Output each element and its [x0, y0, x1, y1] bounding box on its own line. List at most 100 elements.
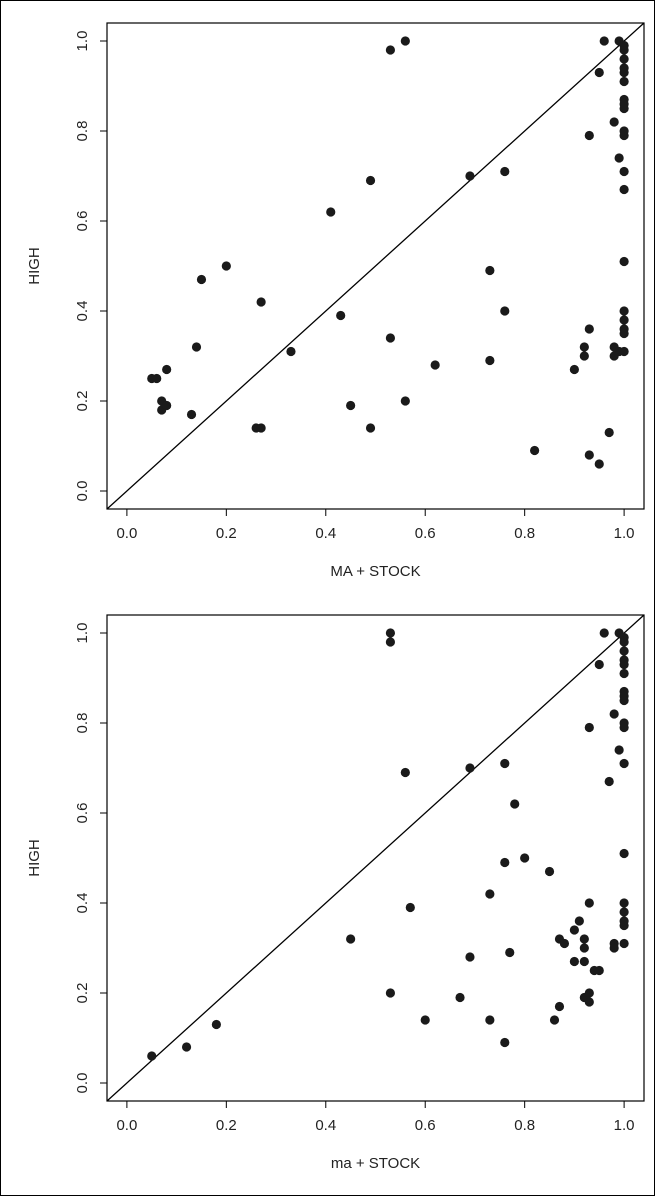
data-point — [604, 427, 614, 438]
chart-panel-2: 0.0 0.2 0.4 0.6 0.8 1.0 0.0 0.2 0.4 0.6 0.8 1.0 ma +… — [26, 614, 645, 1172]
data-point — [191, 342, 202, 352]
data-point — [594, 67, 604, 78]
data-point — [346, 400, 356, 411]
data-point — [430, 360, 440, 370]
x-tick-label: 0.0 — [116, 525, 137, 542]
y-tick-label: 0.4 — [74, 893, 91, 914]
reference-line — [106, 22, 645, 510]
y-tick-label: 0.0 — [74, 1073, 91, 1094]
data-point — [594, 659, 604, 670]
data-point — [579, 956, 589, 967]
data-point — [485, 265, 495, 276]
y-tick-label: 0.2 — [74, 983, 91, 1004]
data-point — [619, 45, 629, 55]
x-axis-title: MA + STOCK — [330, 563, 420, 580]
data-point — [604, 776, 614, 787]
data-point — [579, 342, 589, 352]
data-point — [614, 153, 624, 163]
data-point — [485, 355, 495, 366]
data-point — [619, 76, 629, 87]
x-tick-label: 0.0 — [116, 1117, 137, 1134]
data-point — [569, 925, 579, 935]
data-point — [614, 745, 624, 755]
data-point — [181, 1042, 192, 1052]
data-point — [609, 117, 619, 127]
data-point — [256, 297, 266, 307]
data-point — [400, 767, 410, 778]
data-point — [162, 400, 172, 411]
y-tick-label: 0.6 — [74, 803, 91, 824]
data-point — [619, 67, 629, 78]
data-point — [584, 130, 594, 141]
data-point — [619, 938, 629, 949]
data-point — [286, 346, 296, 357]
x-tick-label: 0.4 — [315, 525, 336, 542]
y-tick-label: 0.0 — [74, 481, 91, 502]
data-point — [619, 54, 629, 64]
data-point — [256, 423, 266, 433]
data-point — [485, 889, 495, 899]
y-axis-title: HIGH — [26, 247, 43, 285]
data-point — [510, 799, 520, 809]
data-point — [196, 274, 207, 285]
data-point — [346, 934, 356, 944]
data-point — [619, 306, 629, 316]
data-point — [619, 659, 629, 670]
data-point — [599, 36, 609, 46]
data-point — [221, 261, 231, 271]
y-tick-label: 1.0 — [74, 31, 91, 52]
data-point — [619, 166, 629, 177]
data-point — [147, 1051, 157, 1061]
data-point — [619, 695, 629, 706]
data-point — [599, 628, 609, 638]
x-tick-label: 0.6 — [415, 525, 436, 542]
data-point — [400, 36, 410, 46]
data-point — [609, 943, 619, 953]
data-point — [186, 409, 197, 420]
data-point — [211, 1019, 221, 1030]
data-point — [549, 1015, 560, 1025]
data-point — [579, 934, 589, 944]
data-point — [465, 763, 475, 773]
data-point — [152, 373, 162, 384]
x-tick-label: 0.2 — [216, 1117, 237, 1134]
data-point — [584, 898, 594, 908]
data-point — [365, 175, 376, 186]
data-point — [619, 130, 629, 141]
data-point — [385, 333, 396, 343]
data-point — [619, 848, 629, 859]
data-point — [326, 207, 336, 217]
data-point — [574, 916, 584, 926]
data-point — [385, 637, 396, 647]
x-tick-label: 0.8 — [514, 1117, 535, 1134]
data-point — [500, 1037, 510, 1048]
y-tick-label: 0.8 — [74, 121, 91, 142]
data-point — [420, 1015, 430, 1025]
y-tick-label: 0.6 — [74, 211, 91, 232]
data-point — [619, 346, 629, 357]
data-point — [584, 722, 594, 733]
data-point — [619, 907, 629, 917]
data-point — [609, 709, 619, 719]
data-point — [619, 328, 629, 339]
y-tick-label: 0.8 — [74, 713, 91, 734]
plot-frame — [106, 614, 645, 1102]
data-point — [385, 988, 396, 998]
data-point — [162, 364, 172, 375]
data-point — [365, 423, 376, 433]
data-point — [530, 445, 540, 456]
data-point — [520, 853, 530, 863]
x-tick-label: 0.2 — [216, 525, 237, 542]
data-point — [584, 324, 594, 334]
x-tick-label: 1.0 — [614, 525, 635, 542]
data-point — [619, 668, 629, 679]
data-point — [505, 947, 515, 958]
data-point — [544, 866, 555, 877]
data-point — [400, 396, 410, 406]
data-point — [619, 103, 629, 114]
data-point — [500, 758, 510, 769]
data-point — [579, 351, 589, 361]
data-point — [500, 857, 510, 868]
x-tick-label: 0.4 — [315, 1117, 336, 1134]
data-point — [619, 722, 629, 733]
